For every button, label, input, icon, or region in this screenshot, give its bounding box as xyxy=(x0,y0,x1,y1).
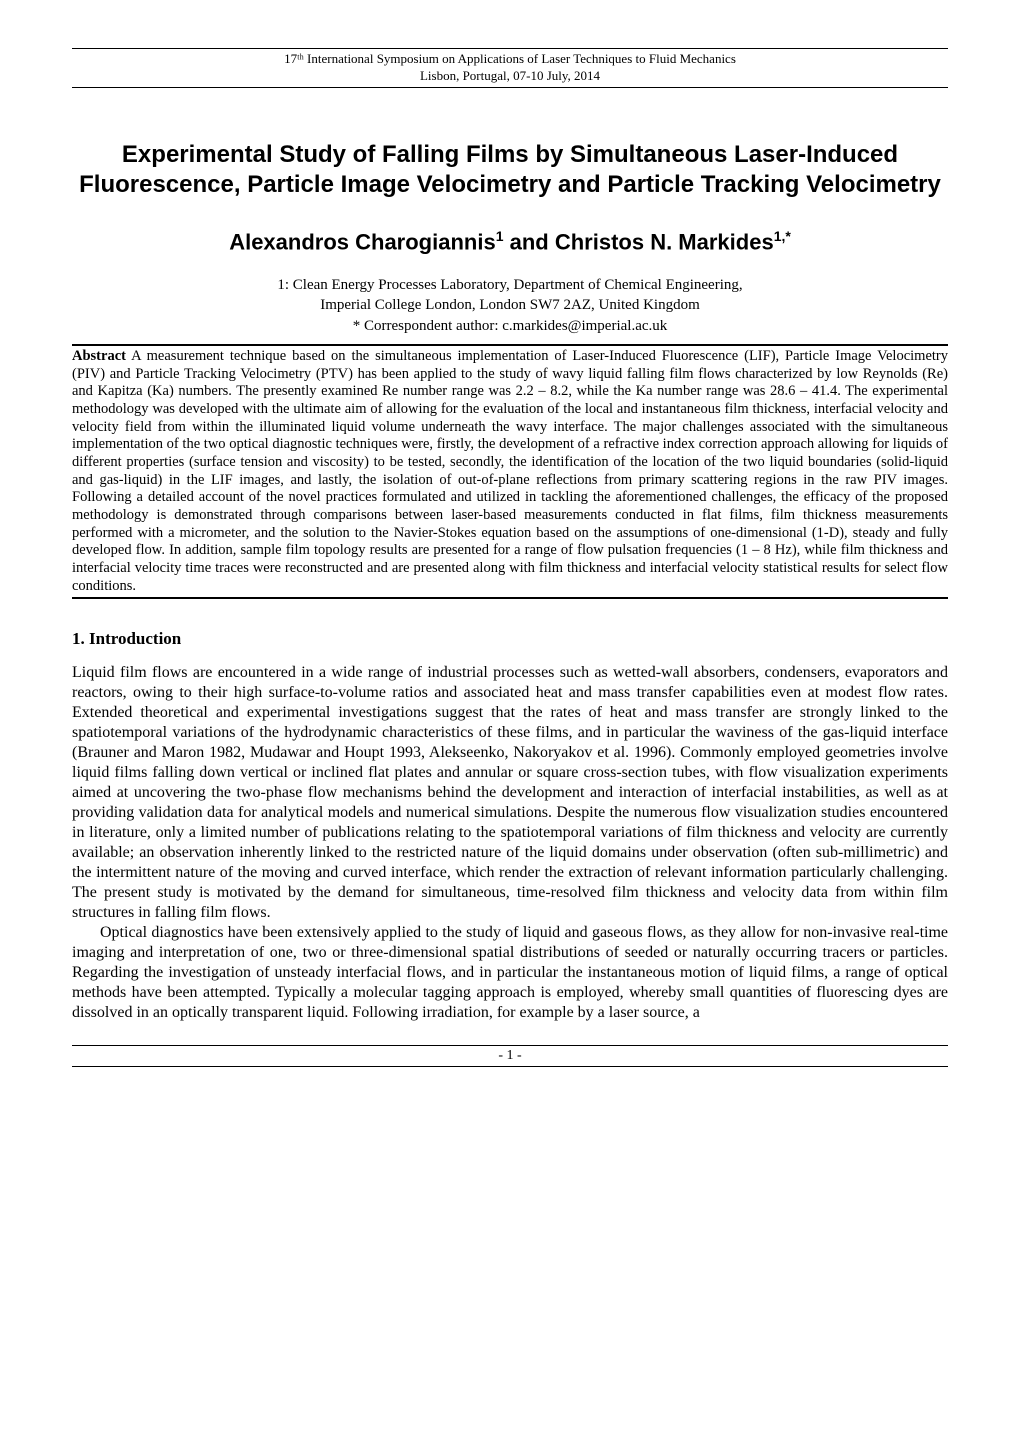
affiliation-block: 1: Clean Energy Processes Laboratory, De… xyxy=(72,275,948,336)
authors: Alexandros Charogiannis1 and Christos N.… xyxy=(72,228,948,255)
intro-paragraph-1: Liquid film flows are encountered in a w… xyxy=(72,663,948,923)
abstract-text: A measurement technique based on the sim… xyxy=(72,348,948,594)
abstract: Abstract A measurement technique based o… xyxy=(72,348,948,596)
affiliation-line-2: Imperial College London, London SW7 2AZ,… xyxy=(320,297,700,313)
abstract-top-rule xyxy=(72,344,948,346)
running-header: 17ᵗʰ International Symposium on Applicat… xyxy=(72,48,948,88)
section-1-heading: 1. Introduction xyxy=(72,629,948,649)
page-footer: - 1 - xyxy=(72,1045,948,1067)
abstract-bottom-rule xyxy=(72,597,948,599)
header-line-2: Lisbon, Portugal, 07-10 July, 2014 xyxy=(420,68,600,83)
affiliation-line-3: * Correspondent author: c.markides@imper… xyxy=(353,318,668,334)
affiliation-line-1: 1: Clean Energy Processes Laboratory, De… xyxy=(277,277,742,293)
paper-title: Experimental Study of Falling Films by S… xyxy=(72,140,948,200)
page-number: - 1 - xyxy=(498,1048,521,1063)
authors-connector: and xyxy=(504,229,555,254)
abstract-label: Abstract xyxy=(72,348,126,364)
author-2-affil: 1,* xyxy=(774,228,791,244)
intro-paragraph-2: Optical diagnostics have been extensivel… xyxy=(72,923,948,1023)
author-1-affil: 1 xyxy=(496,228,504,244)
author-1-name: Alexandros Charogiannis xyxy=(229,229,496,254)
author-2-name: Christos N. Markides xyxy=(555,229,774,254)
header-line-1: 17ᵗʰ International Symposium on Applicat… xyxy=(284,51,736,66)
